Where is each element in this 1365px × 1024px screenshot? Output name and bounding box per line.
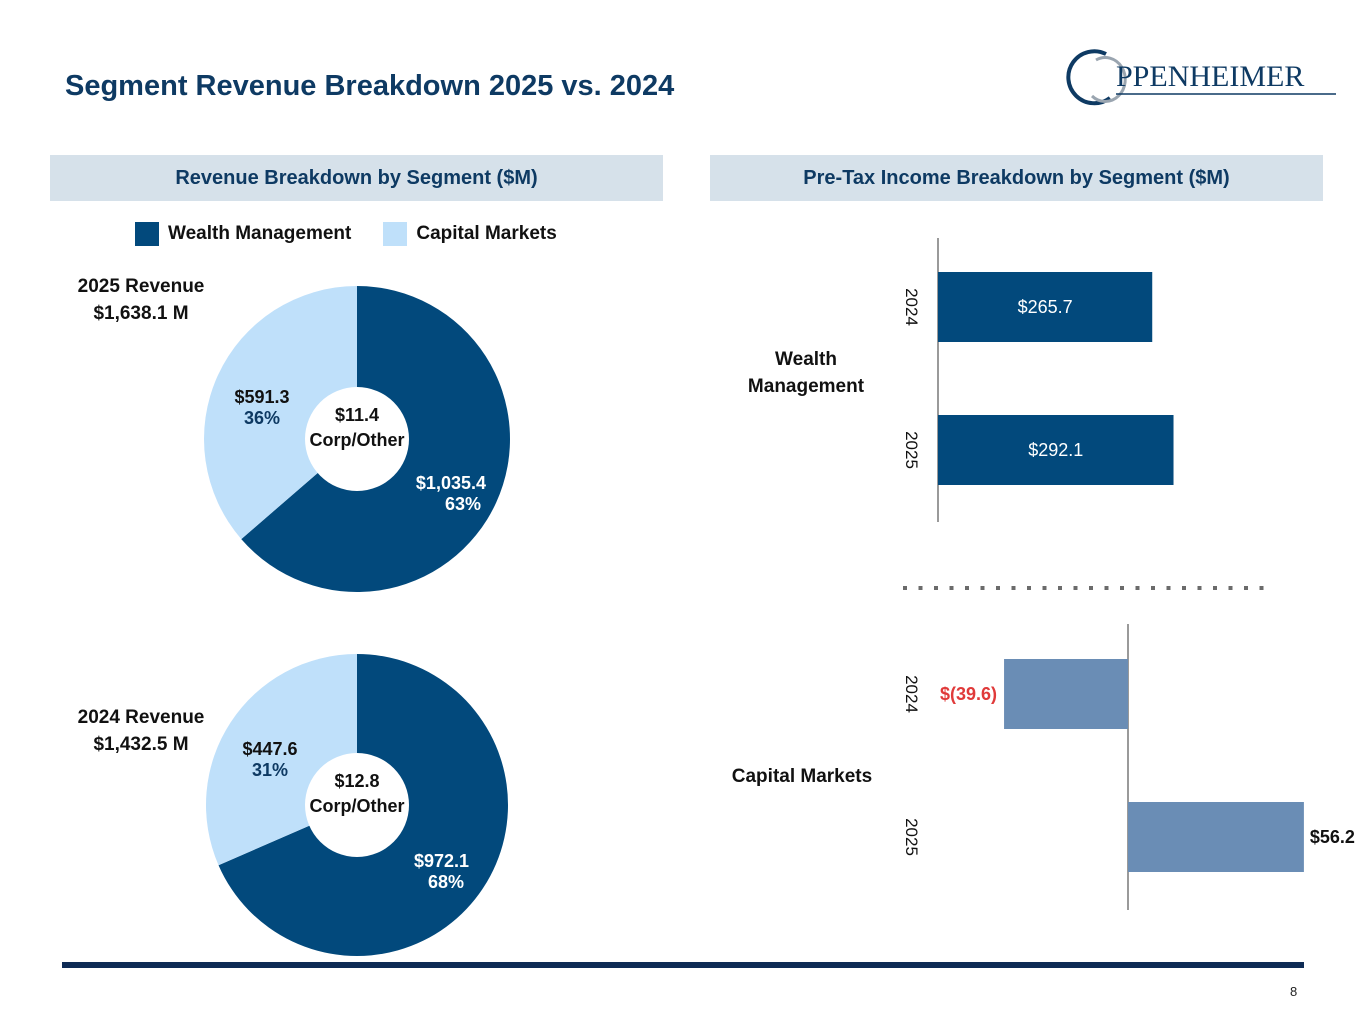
bar2-bar-2025 xyxy=(1128,802,1304,872)
bar1-value-label-2025: $292.1 xyxy=(1028,440,1083,460)
pie1-percent-label-wealth: 63% xyxy=(445,494,481,514)
revenue-panel-header: Revenue Breakdown by Segment ($M) xyxy=(50,155,663,201)
separator-dot xyxy=(1166,586,1171,590)
wealth-segment-label-line2: Management xyxy=(747,376,865,397)
bar2-category-label-2024: 2024 xyxy=(902,675,921,713)
bar2-bar-2024 xyxy=(1004,659,1128,729)
pie2-value-label-wealth: $972.1 xyxy=(414,851,469,871)
pie2-center-label: Corp/Other xyxy=(309,796,404,816)
revenue-2025-total: $1,638.1 M xyxy=(93,303,189,324)
wealth-segment-label-line1: Wealth xyxy=(775,349,837,370)
separator-dot xyxy=(1182,586,1186,590)
revenue-2025-label: 2025 Revenue $1,638.1 M xyxy=(61,273,221,327)
page-title: Segment Revenue Breakdown 2025 vs. 2024 xyxy=(65,70,675,102)
separator-dot xyxy=(1073,586,1078,590)
bar2-value-label-2025: $56.2 xyxy=(1310,827,1355,847)
separator-dot xyxy=(1027,586,1031,590)
separator-dot xyxy=(1135,586,1140,590)
bar1-bar-2025 xyxy=(938,415,1174,485)
separator-dot xyxy=(996,586,1000,590)
revenue-2024-title: 2024 Revenue xyxy=(77,707,205,728)
separator-dot xyxy=(918,586,923,590)
pie2-value-label-capital: $447.6 xyxy=(242,739,297,759)
bar1-bar-2024 xyxy=(938,272,1153,342)
separator-dot xyxy=(1089,586,1093,590)
pie2-percent-label-capital: 31% xyxy=(252,760,288,780)
pie1-slice-capital xyxy=(204,286,357,540)
separator-dot xyxy=(965,586,969,590)
separator-dot xyxy=(1197,586,1202,590)
pie2-center-hole xyxy=(305,753,409,857)
page-number: 8 xyxy=(1290,984,1298,999)
pie1-center-value: $11.4 xyxy=(335,405,379,425)
revenue-2025-title: 2025 Revenue xyxy=(77,276,205,297)
pie1-center-label: Corp/Other xyxy=(309,430,404,450)
separator-dot xyxy=(1244,586,1248,590)
pie1-value-label-capital: $591.3 xyxy=(234,387,289,407)
separator-dot xyxy=(1011,586,1016,590)
legend-label-capital: Capital Markets xyxy=(416,223,557,244)
bar2-value-label-2024: $(39.6) xyxy=(940,684,997,704)
separator-dot xyxy=(949,586,954,590)
pie1-value-label-wealth: $1,035.4 xyxy=(416,473,486,493)
bar2-category-label-2025: 2025 xyxy=(902,818,921,856)
legend-item-capital: Capital Markets xyxy=(383,222,557,246)
separator-dot xyxy=(980,586,985,590)
separator-dot xyxy=(1042,586,1047,590)
pretax-panel-header: Pre-Tax Income Breakdown by Segment ($M) xyxy=(710,155,1323,201)
bar1-value-label-2024: $265.7 xyxy=(1018,297,1073,317)
pie2-percent-label-wealth: 68% xyxy=(428,872,464,892)
legend-item-wealth: Wealth Management xyxy=(135,222,351,246)
separator-dot xyxy=(1151,586,1155,590)
revenue-2024-total: $1,432.5 M xyxy=(93,734,189,755)
separator-dot xyxy=(903,586,907,590)
legend-label-wealth: Wealth Management xyxy=(168,223,352,244)
separator-dot xyxy=(1058,586,1062,590)
wealth-segment-label: Wealth Management xyxy=(716,346,896,400)
revenue-2024-label: 2024 Revenue $1,432.5 M xyxy=(61,704,221,758)
footer-divider xyxy=(62,962,1304,968)
legend: Wealth Management Capital Markets xyxy=(135,222,589,246)
pie1-percent-label-capital: 36% xyxy=(244,408,280,428)
separator-dot xyxy=(1228,586,1233,590)
oppenheimer-logo: PPENHEIMER xyxy=(1066,49,1336,106)
capital-segment-label: Capital Markets xyxy=(731,766,873,787)
bar1-category-label-2025: 2025 xyxy=(902,431,921,469)
pie1-center-hole xyxy=(305,387,409,491)
pie2-center-value: $12.8 xyxy=(334,771,379,791)
separator-dot xyxy=(1213,586,1217,590)
legend-swatch-wealth xyxy=(135,222,159,246)
separator-dot xyxy=(934,586,938,590)
legend-swatch-capital xyxy=(383,222,408,246)
svg-text:PPENHEIMER: PPENHEIMER xyxy=(1116,60,1304,93)
separator-dot xyxy=(1120,586,1124,590)
separator-dot xyxy=(1259,586,1264,590)
separator-dot xyxy=(1104,586,1109,590)
bar1-category-label-2024: 2024 xyxy=(902,288,921,326)
